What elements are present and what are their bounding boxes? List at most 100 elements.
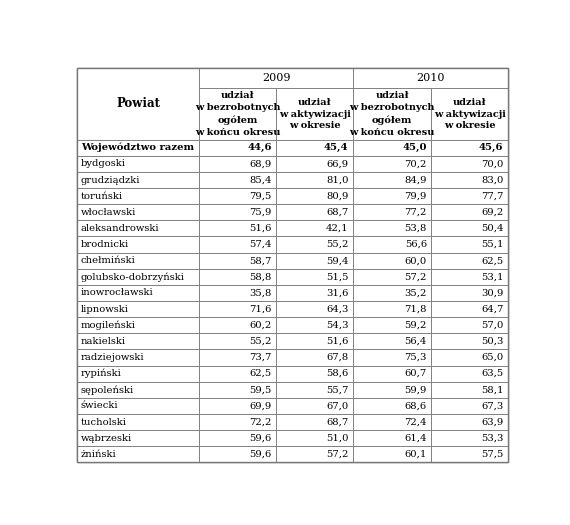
Text: toruński: toruński: [81, 192, 123, 201]
Bar: [276, 285, 353, 301]
Bar: [353, 172, 431, 188]
Text: 81,0: 81,0: [326, 175, 348, 184]
Bar: [76, 430, 200, 446]
Bar: [431, 333, 508, 350]
Bar: [353, 68, 508, 88]
Bar: [200, 285, 276, 301]
Bar: [276, 414, 353, 430]
Text: 58,6: 58,6: [326, 369, 348, 378]
Bar: [353, 140, 431, 156]
Text: 2009: 2009: [262, 73, 291, 83]
Bar: [353, 382, 431, 398]
Text: 42,1: 42,1: [326, 224, 348, 233]
Text: 45,4: 45,4: [324, 143, 348, 152]
Bar: [76, 68, 200, 88]
Text: 72,4: 72,4: [405, 417, 427, 426]
Text: 75,9: 75,9: [250, 208, 272, 217]
Bar: [276, 156, 353, 172]
Bar: [431, 350, 508, 365]
Text: 63,5: 63,5: [481, 369, 503, 378]
Text: 62,5: 62,5: [481, 256, 503, 265]
Text: 73,7: 73,7: [250, 353, 272, 362]
Bar: [431, 430, 508, 446]
Bar: [200, 204, 276, 220]
Text: 67,3: 67,3: [481, 402, 503, 411]
Text: 50,3: 50,3: [481, 337, 503, 346]
Text: 51,5: 51,5: [326, 272, 348, 281]
Bar: [200, 156, 276, 172]
Bar: [200, 365, 276, 382]
Bar: [431, 414, 508, 430]
Text: 68,6: 68,6: [405, 402, 427, 411]
Text: 72,2: 72,2: [250, 417, 272, 426]
Text: wąbrzeski: wąbrzeski: [81, 434, 132, 443]
Text: 64,3: 64,3: [326, 304, 348, 313]
Bar: [431, 140, 508, 156]
Text: lipnowski: lipnowski: [81, 304, 129, 313]
Bar: [276, 220, 353, 236]
Text: inowrocławski: inowrocławski: [81, 288, 154, 298]
Text: 70,0: 70,0: [481, 160, 503, 169]
Text: 57,2: 57,2: [405, 272, 427, 281]
Bar: [76, 365, 200, 382]
Bar: [431, 398, 508, 414]
Text: 79,5: 79,5: [250, 192, 272, 201]
Text: 59,2: 59,2: [405, 321, 427, 330]
Text: 67,8: 67,8: [326, 353, 348, 362]
Bar: [431, 365, 508, 382]
Text: 83,0: 83,0: [481, 175, 503, 184]
Bar: [353, 188, 431, 204]
Bar: [200, 140, 276, 156]
Text: 60,0: 60,0: [405, 256, 427, 265]
Text: sępoleński: sępoleński: [81, 385, 134, 394]
Text: 35,2: 35,2: [405, 288, 427, 298]
Bar: [76, 172, 200, 188]
Bar: [276, 382, 353, 398]
Bar: [431, 204, 508, 220]
Bar: [76, 301, 200, 317]
Bar: [200, 253, 276, 269]
Bar: [276, 269, 353, 285]
Text: 69,2: 69,2: [481, 208, 503, 217]
Text: 57,5: 57,5: [481, 450, 503, 459]
Text: 51,6: 51,6: [326, 337, 348, 346]
Text: 79,9: 79,9: [405, 192, 427, 201]
Bar: [353, 333, 431, 350]
Text: 68,7: 68,7: [326, 417, 348, 426]
Bar: [76, 253, 200, 269]
Text: 51,6: 51,6: [250, 224, 272, 233]
Text: 53,1: 53,1: [481, 272, 503, 281]
Bar: [353, 285, 431, 301]
Bar: [76, 220, 200, 236]
Bar: [276, 398, 353, 414]
Bar: [353, 414, 431, 430]
Bar: [276, 236, 353, 253]
Bar: [431, 301, 508, 317]
Text: golubsko-dobrzyński: golubsko-dobrzyński: [81, 272, 185, 281]
Text: 58,8: 58,8: [250, 272, 272, 281]
Text: 54,3: 54,3: [326, 321, 348, 330]
Text: 85,4: 85,4: [249, 175, 272, 184]
Bar: [200, 446, 276, 463]
Bar: [353, 430, 431, 446]
Bar: [276, 430, 353, 446]
Bar: [353, 236, 431, 253]
Bar: [76, 398, 200, 414]
Bar: [353, 269, 431, 285]
Bar: [353, 446, 431, 463]
Text: 45,6: 45,6: [479, 143, 503, 152]
Text: 70,2: 70,2: [405, 160, 427, 169]
Text: 60,2: 60,2: [250, 321, 272, 330]
Text: 35,8: 35,8: [250, 288, 272, 298]
Text: radziejowski: radziejowski: [81, 353, 145, 362]
Text: 60,7: 60,7: [405, 369, 427, 378]
Bar: [353, 301, 431, 317]
Text: 57,4: 57,4: [249, 240, 272, 249]
Text: 55,2: 55,2: [250, 337, 272, 346]
Bar: [276, 172, 353, 188]
Text: 59,5: 59,5: [250, 385, 272, 394]
Text: 59,9: 59,9: [405, 385, 427, 394]
Bar: [431, 188, 508, 204]
Text: bydgoski: bydgoski: [81, 160, 126, 169]
Bar: [353, 220, 431, 236]
